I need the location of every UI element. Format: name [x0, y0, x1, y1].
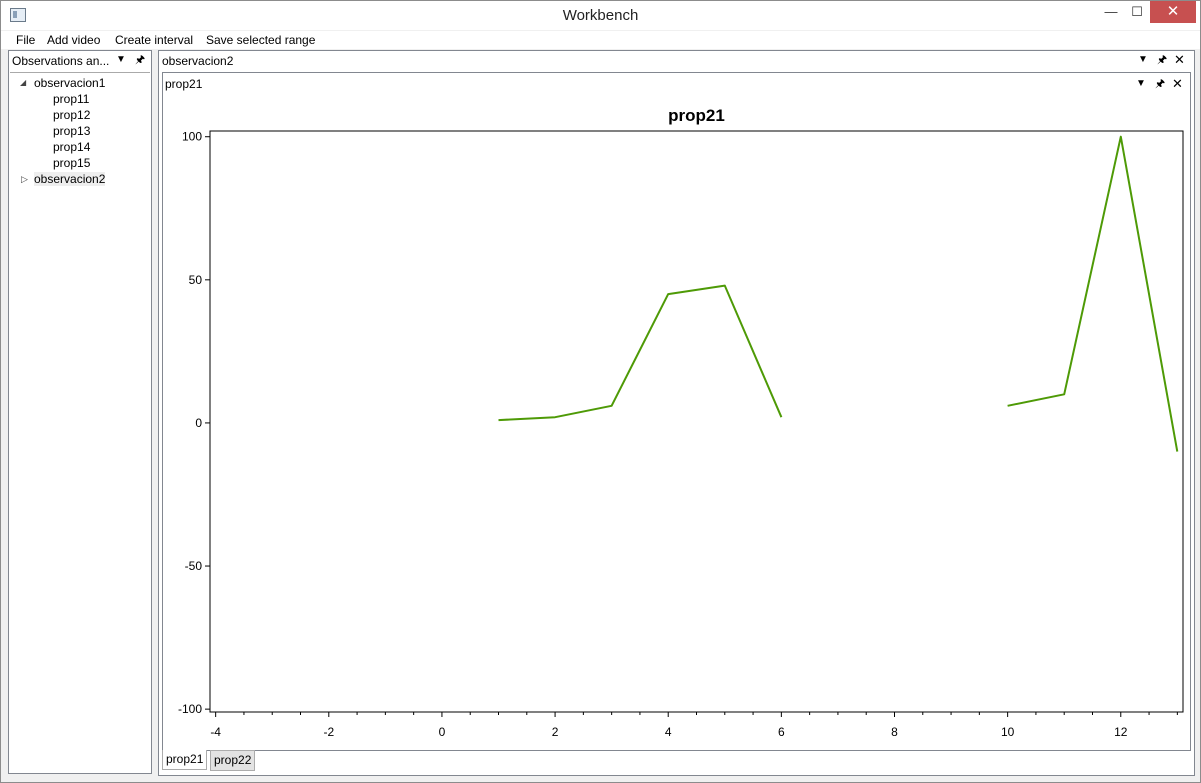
menu-bar: File Add video Create interval Save sele… — [1, 31, 1200, 49]
document-panel-title: observacion2 — [162, 54, 234, 68]
close-window-button[interactable]: ✕ — [1150, 1, 1196, 23]
x-tick-label: 12 — [1114, 725, 1128, 739]
expanded-arrow-icon[interactable]: ◢ — [20, 78, 27, 87]
x-tick-label: -4 — [210, 725, 221, 739]
dropdown-arrow-icon[interactable]: ▼ — [1136, 78, 1146, 89]
x-tick-label: 4 — [665, 725, 672, 739]
tree-item-prop14[interactable]: prop14 — [53, 140, 91, 154]
observations-panel-header[interactable]: Observations an... ▼ 🖈 — [9, 51, 151, 71]
x-tick-label: 0 — [439, 725, 446, 739]
tree-item-prop12[interactable]: prop12 — [53, 108, 91, 122]
tree-item-prop11[interactable]: prop11 — [53, 92, 90, 106]
title-bar[interactable]: Workbench — ☐ ✕ — [1, 1, 1200, 30]
dropdown-arrow-icon[interactable]: ▼ — [1138, 54, 1148, 65]
tree-item-prop15[interactable]: prop15 — [53, 156, 91, 170]
tab-prop21[interactable]: prop21 — [162, 750, 208, 770]
y-tick-label: 50 — [189, 273, 203, 287]
pin-icon[interactable]: 🖈 — [1155, 78, 1166, 90]
y-tick-label: -50 — [185, 559, 203, 573]
chart-panel-title: prop21 — [165, 77, 203, 91]
menu-create-interval[interactable]: Create interval — [115, 33, 194, 47]
plot-area-frame — [209, 130, 1184, 713]
tree-item-prop13[interactable]: prop13 — [53, 124, 91, 138]
document-panel-header[interactable]: observacion2 ▼ 🖈 ✕ — [159, 51, 1194, 71]
y-tick-label: 0 — [195, 416, 202, 430]
dropdown-arrow-icon[interactable]: ▼ — [116, 54, 126, 65]
minimize-button[interactable]: — — [1104, 4, 1118, 19]
app-icon[interactable] — [10, 8, 26, 22]
tree-item-observacion2[interactable]: observacion2 — [34, 172, 106, 186]
observation-document-panel: observacion2 ▼ 🖈 ✕ prop21 ▼ 🖈 ✕ prop21 10… — [158, 50, 1195, 776]
menu-add-video[interactable]: Add video — [47, 33, 101, 47]
x-tick-label: -2 — [323, 725, 334, 739]
collapsed-arrow-icon[interactable]: ▷ — [21, 174, 28, 184]
tree-item-observacion1[interactable]: observacion1 — [34, 76, 106, 90]
pin-icon[interactable]: 🖈 — [1157, 54, 1168, 66]
window-title: Workbench — [562, 7, 639, 24]
x-tick-label: 6 — [778, 725, 785, 739]
chart-panel: prop21 ▼ 🖈 ✕ prop21 100 50 0 -50 -100 -4 -2 0 2 4 6… — [162, 72, 1191, 751]
line-chart[interactable]: prop21 100 50 0 -50 -100 -4 -2 0 2 4 6 8 10 12 — [163, 73, 1188, 748]
x-tick-label: 8 — [891, 725, 898, 739]
y-tick-label: -100 — [178, 702, 202, 716]
series-line — [1007, 135, 1179, 452]
tab-prop22[interactable]: prop22 — [210, 750, 256, 771]
observations-tree: ◢ observacion1 prop11 prop12 prop13 prop… — [10, 72, 150, 773]
pin-icon[interactable]: 🖈 — [135, 54, 146, 66]
close-icon[interactable]: ✕ — [1174, 52, 1185, 67]
observations-panel: Observations an... ▼ 🖈 ◢ observacion1 pr… — [8, 50, 152, 774]
y-tick-label: 100 — [182, 130, 202, 144]
menu-save-selected-range[interactable]: Save selected range — [206, 33, 316, 47]
close-icon[interactable]: ✕ — [1172, 76, 1183, 91]
observations-panel-title: Observations an... — [12, 54, 110, 68]
x-tick-label: 10 — [1001, 725, 1015, 739]
menu-file[interactable]: File — [16, 33, 36, 47]
series-line — [498, 284, 783, 422]
chart-title: prop21 — [668, 106, 725, 125]
x-tick-label: 2 — [552, 725, 559, 739]
maximize-button[interactable]: ☐ — [1131, 4, 1143, 19]
